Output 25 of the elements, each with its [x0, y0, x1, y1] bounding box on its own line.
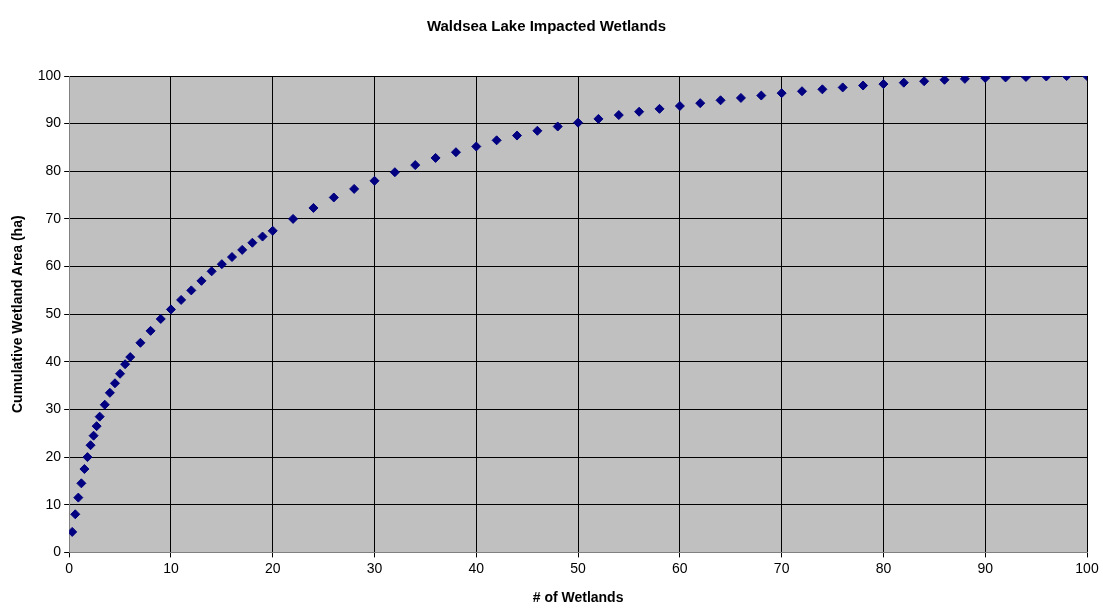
y-tick-label: 0 — [53, 543, 62, 560]
x-tick-label: 60 — [672, 559, 688, 576]
x-tick-label: 80 — [875, 559, 892, 576]
x-tick-label: 40 — [468, 559, 485, 576]
y-tick-label: 10 — [45, 495, 62, 512]
y-tick-label: 100 — [37, 66, 62, 83]
x-tick-label: 90 — [977, 559, 994, 576]
x-tick-label: 30 — [366, 559, 383, 576]
x-tick-label: 20 — [264, 559, 281, 576]
x-tick-label: 100 — [1075, 559, 1099, 576]
x-tick-label: 10 — [163, 559, 179, 576]
y-tick-label: 30 — [45, 400, 62, 417]
y-tick-label: 50 — [45, 305, 62, 322]
chart-title: Waldsea Lake Impacted Wetlands — [426, 17, 667, 35]
y-tick-label: 80 — [45, 162, 62, 179]
y-tick-label: 40 — [45, 352, 62, 369]
y-tick-label: 20 — [45, 447, 62, 464]
x-tick-label: 50 — [570, 559, 587, 576]
y-tick-label: 70 — [45, 209, 62, 226]
x-tick-label: 70 — [773, 559, 790, 576]
y-axis-title: Cumulative Wetland Area (ha) — [9, 215, 26, 413]
x-tick-label: 0 — [65, 559, 74, 576]
x-axis-title: # of Wetlands — [532, 589, 624, 606]
y-tick-label: 60 — [45, 257, 62, 274]
y-tick-label: 90 — [45, 114, 62, 131]
